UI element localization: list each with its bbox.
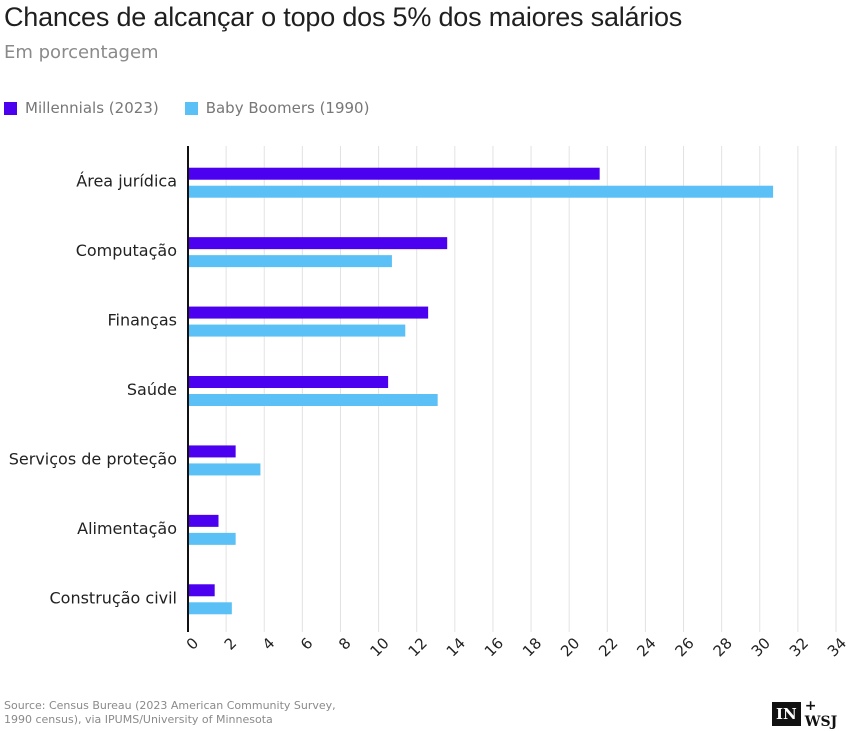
publisher-logo: IN + WSJ xyxy=(772,698,850,730)
x-tick-label: 22 xyxy=(595,634,621,660)
x-tick-label: 10 xyxy=(367,634,393,660)
x-tick-label: 20 xyxy=(557,634,583,660)
bar-baby-boomers xyxy=(188,324,406,337)
x-tick-label: 8 xyxy=(335,634,354,653)
bar-baby-boomers xyxy=(188,255,392,268)
x-tick-label: 32 xyxy=(786,634,812,660)
bar-millennials xyxy=(188,445,236,458)
bar-millennials xyxy=(188,237,448,250)
x-tick-label: 34 xyxy=(824,634,850,660)
category-label: Computação xyxy=(76,241,177,260)
x-tick-label: 4 xyxy=(259,634,278,653)
bar-chart: Área jurídica Computação Finanças Saúde Serv… xyxy=(9,146,850,660)
bar-millennials xyxy=(188,584,215,597)
category-label: Alimentação xyxy=(77,519,177,538)
legend-item-millennials: Millennials (2023) xyxy=(4,99,159,117)
bar-millennials xyxy=(188,167,600,180)
x-tick-label: 0 xyxy=(183,634,202,653)
bar-millennials xyxy=(188,306,429,319)
category-label: Construção civil xyxy=(49,588,177,607)
x-tick-label: 12 xyxy=(405,634,431,660)
bar-baby-boomers xyxy=(188,463,261,476)
bar-baby-boomers xyxy=(188,602,232,615)
category-label: Finanças xyxy=(107,311,177,330)
logo-text: + WSJ xyxy=(804,698,838,730)
category-label: Serviços de proteção xyxy=(9,449,177,468)
legend-label-millennials: Millennials (2023) xyxy=(25,99,159,117)
bar-millennials xyxy=(188,376,389,388)
x-tick-label: 16 xyxy=(481,634,507,660)
x-tick-label: 26 xyxy=(671,634,697,660)
x-tick-label: 18 xyxy=(519,634,545,660)
bar-baby-boomers xyxy=(188,394,438,406)
logo-box: IN xyxy=(772,702,801,726)
legend-item-baby-boomers: Baby Boomers (1990) xyxy=(184,99,370,117)
category-label: Saúde xyxy=(127,380,177,399)
x-tick-label: 24 xyxy=(633,634,659,660)
bar-baby-boomers xyxy=(188,185,774,198)
category-label: Área jurídica xyxy=(76,172,177,191)
legend: Millennials (2023) Baby Boomers (1990) xyxy=(4,99,369,117)
legend-label-baby-boomers: Baby Boomers (1990) xyxy=(205,99,370,117)
legend-swatch-baby-boomers xyxy=(184,101,198,115)
legend-swatch-millennials xyxy=(4,101,17,115)
bar-baby-boomers xyxy=(188,532,236,545)
bar-millennials xyxy=(188,514,219,527)
chart-subtitle: Em porcentagem xyxy=(4,42,159,63)
x-tick-label: 30 xyxy=(748,634,774,660)
x-tick-label: 28 xyxy=(710,634,736,660)
chart-title: Chances de alcançar o topo dos 5% dos ma… xyxy=(4,2,683,32)
x-tick-label: 6 xyxy=(297,634,316,653)
x-tick-label: 14 xyxy=(443,634,469,660)
source-note: Source: Census Bureau (2023 American Com… xyxy=(4,699,336,726)
x-tick-label: 2 xyxy=(221,634,240,653)
